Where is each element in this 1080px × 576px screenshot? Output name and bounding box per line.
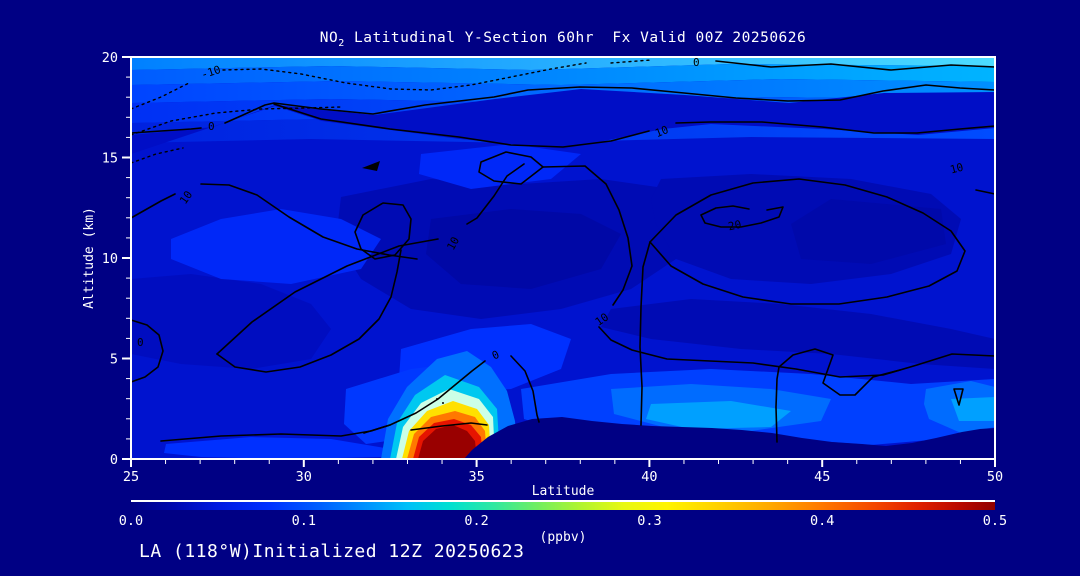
cross-section-plot: -10 0 0 10 10 10 10 10 20 0 0 25 30 35 40 45… [82, 50, 1003, 499]
x-tick-label: 40 [641, 469, 657, 485]
x-tick-label: 35 [468, 469, 484, 485]
y-tick-label: 10 [102, 251, 118, 267]
contour-label: 0 [693, 56, 700, 69]
colorbar-tick-label: 0.5 [982, 513, 1008, 529]
y-tick-label: 15 [102, 151, 118, 167]
colorbar-tick-label: 0.1 [291, 513, 316, 529]
y-tick-label: 20 [102, 50, 118, 66]
colorbar-gradient [131, 500, 995, 510]
contour-label: 10 [177, 188, 195, 206]
colorbar-units-label: (ppbv) [539, 530, 587, 545]
contour-label: 0 [137, 336, 144, 349]
contour-label: 10 [593, 311, 611, 329]
contour-labels: -10 0 0 10 10 10 10 10 20 0 0 [137, 56, 965, 362]
colorbar-tick-label: 0.0 [118, 513, 144, 529]
terrain-silhouette [464, 417, 995, 459]
model-init-label: LA (118°W)Initialized 12Z 20250623 [139, 541, 525, 562]
contour-label: 0 [208, 120, 215, 133]
contour-label: 0 [490, 348, 501, 363]
x-axis-title: Latitude [532, 484, 595, 499]
y-axis-title: Altitude (km) [82, 207, 97, 309]
contour-label: 10 [653, 123, 670, 140]
contour-label: 10 [444, 235, 462, 253]
colorbar-tick-label: 0.2 [464, 513, 489, 529]
y-tick-label: 5 [110, 352, 118, 368]
x-tick-label: 50 [987, 469, 1003, 485]
contour-lines [130, 59, 996, 443]
colorbar-tick-label: 0.3 [637, 513, 662, 529]
contour-label: 10 [949, 161, 965, 177]
y-tick-label: 0 [110, 452, 118, 468]
contour-label: -10 [199, 63, 222, 82]
contour-label: 20 [727, 218, 743, 233]
colorbar-tick-label: 0.4 [809, 513, 835, 529]
x-tick-label: 25 [123, 469, 139, 485]
colorbar-tick-labels: 0.0 0.1 0.2 0.3 0.4 0.5 [119, 513, 1007, 529]
surface-plume-hotspot [381, 351, 518, 459]
filled-contour-field [131, 57, 995, 459]
chart-title: NO2 Latitudinal Y-Section 60hr Fx Valid … [319, 30, 807, 49]
x-tick-label: 45 [814, 469, 830, 485]
x-tick-label: 30 [296, 469, 312, 485]
axes: 25 30 35 40 45 50 0 5 10 15 20 Latitude Altitude (km… [82, 50, 1003, 499]
